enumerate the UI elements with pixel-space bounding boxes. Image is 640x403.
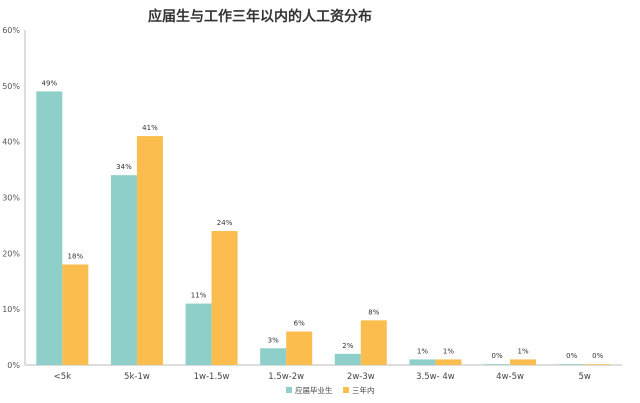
- x-tick-label: 4w-5w: [496, 372, 524, 382]
- bar: [334, 353, 361, 365]
- data-label: 24%: [217, 219, 233, 227]
- bar: [136, 136, 163, 365]
- legend-label: 应届毕业生: [295, 385, 333, 395]
- x-tick-label: 5k-1w: [124, 372, 150, 382]
- y-tick-label: 60%: [2, 26, 20, 35]
- data-label: 6%: [294, 320, 305, 328]
- y-tick-label: 10%: [2, 305, 20, 314]
- bar: [286, 331, 313, 365]
- data-label: 8%: [368, 308, 379, 316]
- data-label: 49%: [42, 79, 58, 87]
- bar: [584, 364, 611, 365]
- data-label: 3%: [268, 336, 279, 344]
- y-tick-label: 20%: [2, 249, 20, 258]
- x-tick-label: 2w-3w: [347, 372, 375, 382]
- bar: [409, 359, 436, 365]
- data-label: 0%: [492, 352, 503, 360]
- data-label: 1%: [518, 347, 529, 355]
- data-label: 2%: [342, 342, 353, 350]
- data-label: 0%: [566, 352, 577, 360]
- y-tick-label: 40%: [2, 138, 20, 147]
- bar: [211, 231, 238, 365]
- bar: [435, 359, 462, 365]
- bar: [110, 175, 137, 365]
- legend-label: 三年内: [352, 385, 375, 395]
- bar: [260, 348, 287, 365]
- bar: [484, 364, 511, 365]
- data-label: 11%: [191, 292, 207, 300]
- bar: [62, 264, 89, 365]
- y-tick-label: 0%: [7, 361, 20, 370]
- y-tick-label: 50%: [2, 82, 20, 91]
- bar: [558, 364, 585, 365]
- legend-swatch: [286, 387, 292, 393]
- chart-title: 应届生与工作三年以内的人工资分布: [148, 9, 372, 25]
- x-tick-label: 3.5w- 4w: [416, 372, 455, 382]
- bar: [185, 303, 212, 365]
- legend-swatch: [343, 387, 349, 393]
- x-tick-label: 1.5w-2w: [268, 372, 304, 382]
- data-label: 1%: [417, 347, 428, 355]
- data-label: 1%: [443, 347, 454, 355]
- y-tick-label: 30%: [2, 194, 20, 203]
- x-tick-label: 1w-1.5w: [194, 372, 230, 382]
- data-label: 18%: [68, 253, 84, 261]
- bar: [360, 320, 387, 365]
- bar: [36, 91, 63, 366]
- bar: [510, 359, 537, 365]
- x-tick-label: <5k: [54, 372, 72, 382]
- data-label: 34%: [116, 163, 132, 171]
- x-tick-label: 5w: [579, 372, 591, 382]
- data-label: 41%: [142, 124, 158, 132]
- data-label: 0%: [592, 352, 603, 360]
